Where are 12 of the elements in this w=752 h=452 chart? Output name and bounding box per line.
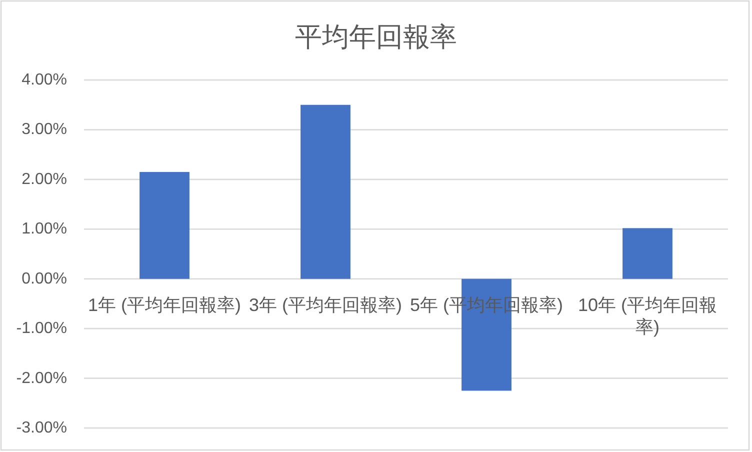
y-tick-label: -3.00%: [16, 420, 67, 436]
y-tick-label: 4.00%: [22, 72, 67, 88]
y-tick-label: -2.00%: [16, 370, 67, 387]
x-tick-label: 1年 (平均年回報率): [88, 295, 241, 315]
x-tick-label: 10年 (平均年回報率): [578, 295, 718, 337]
y-tick-label: 3.00%: [22, 121, 67, 138]
y-tick-label: 2.00%: [22, 170, 67, 188]
y-tick-label: 1.00%: [22, 220, 67, 238]
y-tick-label: 0.00%: [22, 270, 67, 288]
x-tick-label: 3年 (平均年回報率): [249, 295, 402, 315]
y-tick-label: -1.00%: [16, 320, 67, 338]
title: 平均年回報率: [295, 22, 457, 52]
